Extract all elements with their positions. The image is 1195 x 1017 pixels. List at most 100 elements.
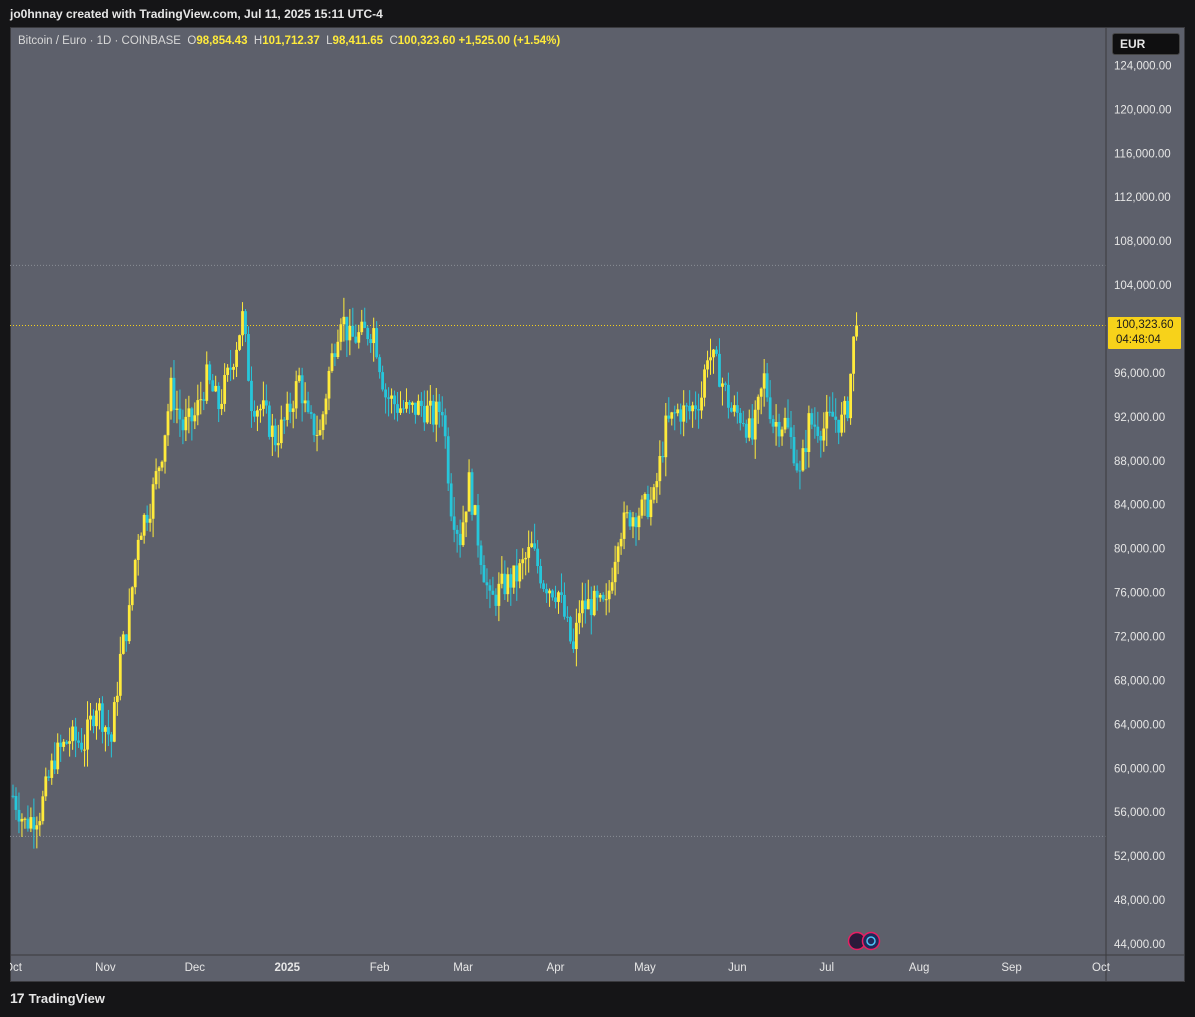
candle-body bbox=[524, 557, 528, 560]
candle-body bbox=[133, 559, 137, 588]
candle-body bbox=[780, 429, 784, 437]
candle-body bbox=[628, 512, 632, 527]
candle-body bbox=[17, 809, 21, 822]
candle-body bbox=[241, 311, 244, 336]
low-label: L bbox=[326, 35, 333, 47]
candle-body bbox=[548, 590, 551, 594]
low-value: 98,411.65 bbox=[332, 35, 384, 47]
candle-body bbox=[580, 600, 584, 614]
candle-body bbox=[709, 357, 712, 361]
candle-body bbox=[482, 565, 486, 583]
price-tick-label: 56,000.00 bbox=[1114, 807, 1165, 819]
candle-body bbox=[393, 395, 396, 405]
candle-body bbox=[112, 702, 116, 742]
price-tick-label: 88,000.00 bbox=[1114, 456, 1165, 468]
candle-body bbox=[446, 436, 450, 484]
symbol-label[interactable]: Bitcoin / Euro · 1D · COINBASE bbox=[18, 35, 181, 47]
candle-body bbox=[223, 375, 227, 404]
candle-body bbox=[32, 817, 36, 830]
candle-body bbox=[276, 443, 280, 446]
candle-body bbox=[259, 408, 262, 411]
candle-body bbox=[646, 493, 650, 518]
candle-body bbox=[777, 421, 781, 437]
candle-body bbox=[372, 328, 376, 344]
candle-body bbox=[843, 400, 847, 415]
candle-body bbox=[378, 357, 382, 373]
price-tick-label: 68,000.00 bbox=[1114, 675, 1165, 687]
candle-body bbox=[724, 383, 727, 385]
candle-body bbox=[226, 367, 230, 376]
candle-body bbox=[261, 400, 265, 409]
candle-body bbox=[98, 703, 101, 711]
candle-body bbox=[464, 511, 468, 523]
candle-body bbox=[74, 726, 77, 741]
footer-brand[interactable]: TradingView bbox=[28, 990, 105, 1006]
candle-body bbox=[658, 456, 662, 482]
candle-body bbox=[184, 416, 188, 431]
price-tick-label: 44,000.00 bbox=[1114, 939, 1165, 951]
price-tick-label: 96,000.00 bbox=[1114, 368, 1165, 380]
event-icon-flag bbox=[861, 931, 881, 951]
candle-body bbox=[726, 384, 730, 408]
candle-body bbox=[20, 818, 24, 822]
candle-body bbox=[351, 325, 355, 337]
candle-body bbox=[65, 741, 69, 744]
candle-body bbox=[586, 599, 590, 610]
events-icons[interactable] bbox=[847, 931, 885, 951]
candle-body bbox=[38, 821, 42, 826]
candle-body bbox=[348, 325, 352, 341]
candle-body bbox=[515, 565, 519, 582]
candle-body bbox=[381, 372, 385, 390]
open-label: O bbox=[187, 35, 197, 47]
close-value: 100,323.60 bbox=[397, 35, 456, 47]
candle-body bbox=[837, 419, 841, 433]
candle-body bbox=[178, 408, 182, 420]
high-label: H bbox=[253, 35, 263, 47]
candle-body bbox=[661, 456, 665, 458]
chart-frame bbox=[10, 27, 1185, 982]
candle-body bbox=[214, 385, 218, 392]
candle-body bbox=[68, 741, 72, 744]
price-tick-label: 72,000.00 bbox=[1114, 632, 1165, 644]
candle-body bbox=[667, 415, 671, 419]
candle-body bbox=[109, 734, 113, 742]
last-price-tag: 100,323.60 04:48:04 bbox=[1108, 317, 1181, 349]
candle-body bbox=[792, 436, 796, 464]
candle-body bbox=[434, 401, 438, 425]
candle-body bbox=[715, 349, 718, 354]
candle-body bbox=[676, 409, 680, 414]
currency-badge[interactable]: EUR bbox=[1112, 33, 1180, 55]
candle-body bbox=[324, 398, 328, 415]
candle-body bbox=[220, 403, 224, 410]
candle-body bbox=[437, 401, 441, 412]
candle-body bbox=[473, 505, 477, 515]
candle-body bbox=[735, 405, 739, 413]
candle-body bbox=[691, 405, 695, 412]
tradingview-logo-icon[interactable]: 17 bbox=[10, 990, 25, 1006]
candle-body bbox=[297, 375, 301, 382]
candle-body bbox=[306, 400, 310, 412]
candle-body bbox=[789, 427, 793, 437]
price-chart[interactable]: 124,000.00 120,000.00 116,000.00 112,000.00… bbox=[10, 27, 1185, 982]
candle-body bbox=[834, 416, 838, 420]
candle-body bbox=[193, 415, 197, 422]
candle-body bbox=[649, 499, 653, 518]
candle-body bbox=[41, 796, 45, 822]
candle-body bbox=[488, 585, 492, 591]
candle-body bbox=[569, 617, 572, 642]
candle-body bbox=[80, 742, 83, 750]
candle-body bbox=[309, 411, 313, 415]
price-tick-label: 76,000.00 bbox=[1114, 588, 1165, 600]
candle-body bbox=[232, 366, 235, 370]
candle-body bbox=[816, 426, 820, 436]
time-tick-label: Jun bbox=[728, 962, 747, 974]
candle-body bbox=[700, 397, 703, 411]
candle-body bbox=[151, 484, 155, 519]
price-tick-label: 112,000.00 bbox=[1114, 192, 1171, 204]
candle-body bbox=[458, 533, 462, 546]
candle-body bbox=[77, 740, 80, 743]
candle-body bbox=[849, 373, 853, 419]
candle-body bbox=[530, 543, 534, 548]
candle-body bbox=[342, 316, 346, 325]
candle-body bbox=[512, 565, 516, 588]
